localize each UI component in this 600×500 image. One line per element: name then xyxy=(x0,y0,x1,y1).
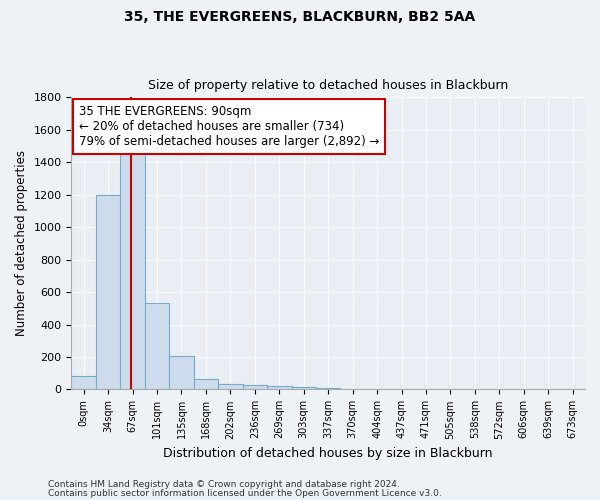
Title: Size of property relative to detached houses in Blackburn: Size of property relative to detached ho… xyxy=(148,79,508,92)
Bar xyxy=(194,379,218,390)
Bar xyxy=(169,356,194,390)
Bar xyxy=(340,388,365,390)
Bar xyxy=(267,386,292,390)
Text: 35, THE EVERGREENS, BLACKBURN, BB2 5AA: 35, THE EVERGREENS, BLACKBURN, BB2 5AA xyxy=(124,10,476,24)
Bar xyxy=(242,385,267,390)
Y-axis label: Number of detached properties: Number of detached properties xyxy=(15,150,28,336)
Text: Contains public sector information licensed under the Open Government Licence v3: Contains public sector information licen… xyxy=(48,488,442,498)
Bar xyxy=(71,376,96,390)
Text: 35 THE EVERGREENS: 90sqm
← 20% of detached houses are smaller (734)
79% of semi-: 35 THE EVERGREENS: 90sqm ← 20% of detach… xyxy=(79,104,379,148)
Bar xyxy=(292,387,316,390)
Bar xyxy=(316,388,340,390)
Text: Contains HM Land Registry data © Crown copyright and database right 2024.: Contains HM Land Registry data © Crown c… xyxy=(48,480,400,489)
Bar xyxy=(145,304,169,390)
Bar xyxy=(218,384,242,390)
Bar xyxy=(121,151,145,390)
Bar xyxy=(96,194,121,390)
X-axis label: Distribution of detached houses by size in Blackburn: Distribution of detached houses by size … xyxy=(163,447,493,460)
